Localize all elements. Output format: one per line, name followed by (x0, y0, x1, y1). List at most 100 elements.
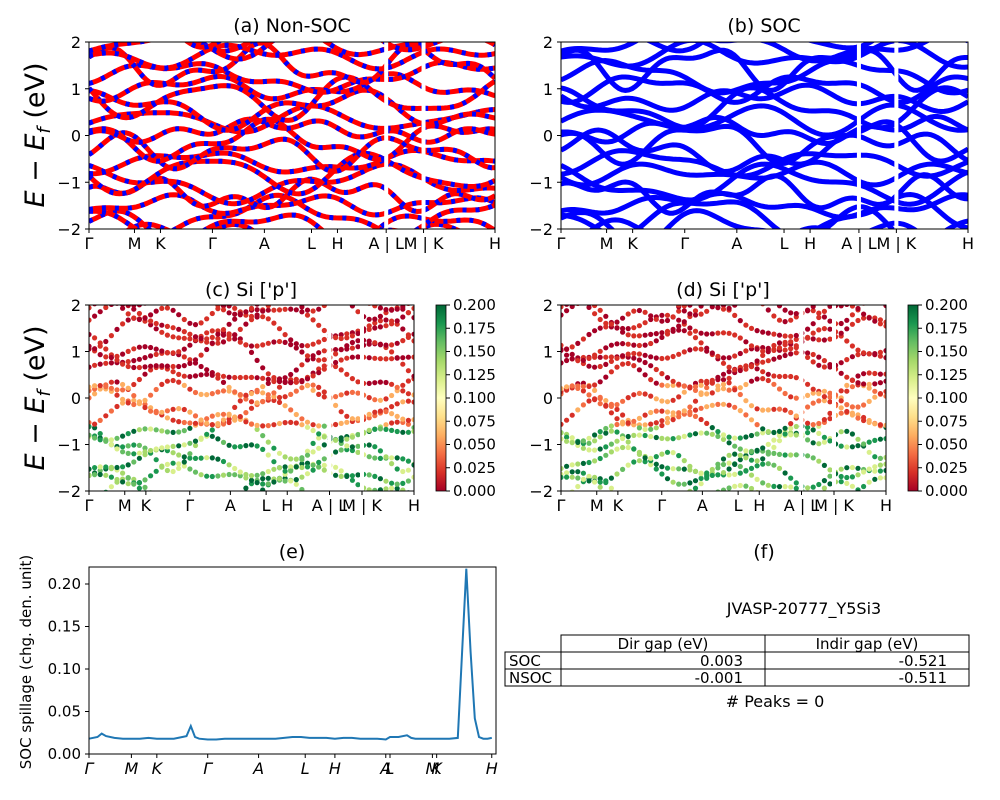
band-point (142, 315, 148, 321)
xtick-label: Γ (185, 496, 194, 515)
band-point (564, 346, 570, 352)
band-point (620, 270, 625, 275)
band-point (187, 515, 192, 520)
band-point (321, 327, 327, 334)
band-point (192, 455, 199, 461)
band-point (125, 475, 131, 481)
band-point (883, 454, 886, 461)
band-point (204, 346, 210, 353)
band-point (187, 357, 193, 363)
band-point (844, 402, 850, 408)
band-point (866, 381, 872, 387)
ytick-label: 0.15 (48, 618, 81, 636)
band-point (676, 305, 682, 308)
band-point (720, 381, 727, 387)
band-point (243, 396, 249, 402)
band-point (226, 419, 232, 426)
band-point (748, 417, 755, 423)
band-point (564, 384, 570, 390)
band-point (816, 430, 822, 436)
xtick-label: H (489, 234, 501, 253)
band-point (760, 514, 765, 519)
band-point (220, 472, 227, 478)
band-point (159, 500, 164, 505)
band-point (732, 312, 738, 318)
band-point (114, 435, 120, 441)
band-point (176, 443, 182, 449)
band-point (771, 450, 777, 456)
band-point (248, 313, 255, 319)
band-point (232, 389, 238, 395)
band-point (254, 357, 260, 363)
band-point (136, 364, 142, 371)
band-point (844, 465, 850, 471)
band-point (687, 480, 693, 486)
band-point (726, 355, 732, 361)
band-point (760, 345, 766, 351)
band-point (153, 363, 159, 369)
band-point (855, 380, 861, 386)
band-point (816, 441, 822, 447)
band-point (232, 404, 238, 410)
band-point (170, 334, 176, 340)
band-point (648, 363, 654, 369)
band-point (238, 505, 243, 510)
band-point (372, 320, 378, 326)
band-point (793, 336, 799, 342)
band-point (603, 320, 609, 326)
band-point (220, 417, 227, 423)
band-point (260, 487, 266, 491)
band-point (698, 305, 704, 309)
band-point (561, 465, 564, 472)
band-point (120, 479, 126, 485)
band-point (170, 369, 176, 375)
band-point (372, 380, 378, 386)
band-point (636, 390, 643, 396)
band-point (120, 470, 126, 476)
band-point (159, 329, 165, 335)
band-point (327, 267, 332, 272)
band-point (805, 404, 811, 410)
band-point (327, 299, 332, 304)
band-point (260, 423, 266, 429)
band-point (754, 376, 760, 382)
xtick-label: A | L (784, 496, 820, 515)
band-point (265, 371, 271, 377)
band-point (726, 472, 732, 478)
band-point (637, 513, 642, 518)
band-point (866, 351, 872, 357)
band-point (754, 458, 760, 464)
band-point (237, 473, 243, 479)
band-point (743, 515, 748, 520)
band-point (293, 379, 299, 385)
band-point (861, 311, 867, 317)
band-point (400, 429, 406, 435)
band-point (592, 311, 598, 317)
band-point (181, 428, 187, 434)
band-point (564, 352, 570, 358)
band-point (642, 426, 648, 432)
band-point (176, 419, 182, 425)
band-point (732, 443, 738, 449)
band-point (642, 352, 648, 358)
band-point (316, 293, 321, 298)
band-point (643, 275, 648, 280)
band-point (766, 502, 771, 507)
band-point (254, 472, 260, 478)
band-point (625, 351, 631, 357)
band-point (209, 422, 215, 428)
band-point (670, 479, 676, 485)
band-line-dashed (89, 59, 495, 95)
band-point (181, 335, 187, 341)
band-ylabel-unit-2: (eV) (20, 326, 51, 391)
band-point (282, 379, 288, 385)
band-point (148, 408, 154, 414)
band-point (97, 343, 103, 349)
xtick-label: L (734, 496, 743, 515)
colorbar-tick-label: 0.025 (925, 459, 968, 477)
band-point (108, 464, 114, 470)
xtick-label: M (590, 496, 604, 515)
band-point (170, 377, 176, 384)
band-point (181, 363, 187, 369)
band-point (715, 472, 721, 478)
